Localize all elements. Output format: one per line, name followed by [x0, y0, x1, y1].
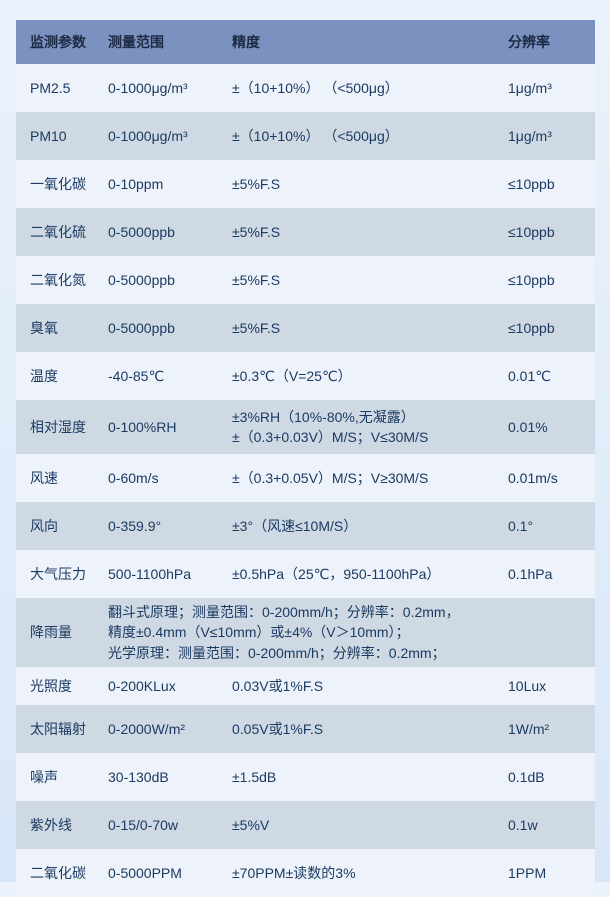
accuracy-cell: ±3%RH（10%-80%,无凝露） ±（0.3+0.03V）M/S；V≤30M…	[232, 408, 429, 445]
table-row: 二氧化氮 0-5000ppb ±5%F.S ≤10ppb	[16, 256, 595, 304]
table-body: PM2.5 0-1000μg/m³ ±（10+10%） （<500μg） 1μg/m³…	[16, 64, 595, 897]
param-cell: 光照度	[30, 677, 72, 694]
resolution-cell: 0.1w	[508, 816, 538, 833]
param-cell: 温度	[30, 367, 58, 384]
param-cell: 二氧化硫	[30, 223, 86, 240]
table-header-row: 监测参数 测量范围 精度 分辨率	[16, 20, 595, 64]
resolution-cell: ≤10ppb	[508, 271, 555, 288]
param-cell: 降雨量	[30, 624, 72, 641]
range-cell: 0-5000ppb	[108, 271, 175, 288]
param-cell: 二氧化氮	[30, 271, 86, 288]
range-cell: 0-1000μg/m³	[108, 127, 188, 144]
param-cell: PM2.5	[30, 79, 71, 96]
accuracy-cell: ±（10+10%） （<500μg）	[232, 127, 399, 144]
table-row: PM2.5 0-1000μg/m³ ±（10+10%） （<500μg） 1μg/m³	[16, 64, 595, 112]
table-row: 光照度 0-200KLux 0.03V或1%F.S 10Lux	[16, 666, 595, 705]
range-cell: -40-85℃	[108, 367, 165, 384]
table-row: 温度 -40-85℃ ±0.3℃（V=25℃） 0.01℃	[16, 352, 595, 400]
param-cell: 一氧化碳	[30, 175, 86, 192]
table-row: 风向 0-359.9° ±3°（风速≤10M/S） 0.1°	[16, 502, 595, 550]
accuracy-cell: ±5%F.S	[232, 319, 281, 336]
range-cell: 0-2000W/m²	[108, 720, 186, 737]
resolution-cell: ≤10ppb	[508, 319, 555, 336]
column-header-4: 分辨率	[508, 33, 550, 50]
range-cell: 0-1000μg/m³	[108, 79, 188, 96]
range-cell: 0-5000PPM	[108, 864, 182, 881]
column-header-3: 精度	[232, 33, 260, 50]
accuracy-cell: ±0.3℃（V=25℃）	[232, 367, 352, 384]
spec-table: 监测参数 测量范围 精度 分辨率 PM2.5 0-1000μg/m³ ±（10+10%） …	[16, 20, 595, 897]
resolution-cell: 0.01℃	[508, 367, 551, 384]
resolution-cell: 1PPM	[508, 864, 547, 881]
range-cell: 0-10ppm	[108, 175, 164, 192]
param-cell: 风向	[30, 517, 58, 534]
table-row: 噪声 30-130dB ±1.5dB 0.1dB	[16, 752, 595, 801]
param-cell: 相对湿度	[30, 418, 86, 435]
table-row: 一氧化碳 0-10ppm ±5%F.S ≤10ppb	[16, 160, 595, 208]
param-cell: 紫外线	[30, 816, 72, 833]
table-row: 二氧化硫 0-5000ppb ±5%F.S ≤10ppb	[16, 208, 595, 256]
range-cell: 30-130dB	[108, 768, 169, 785]
range-cell: 0-5000ppb	[108, 223, 175, 240]
resolution-cell: 0.1°	[508, 517, 534, 534]
table-row: 相对湿度 0-100%RH ±3%RH（10%-80%,无凝露） ±（0.3+0.0…	[16, 400, 595, 454]
resolution-cell: ≤10ppb	[508, 175, 555, 192]
accuracy-cell: ±（0.3+0.05V）M/S；V≥30M/S	[232, 469, 429, 486]
param-cell: 二氧化碳	[30, 864, 86, 881]
accuracy-cell: ±3°（风速≤10M/S）	[232, 517, 358, 534]
resolution-cell: 0.01m/s	[508, 469, 558, 486]
accuracy-cell: ±1.5dB	[232, 768, 277, 785]
accuracy-cell: ±70PPM±读数的3%	[232, 864, 356, 881]
table-row: 大气压力 500-1100hPa ±0.5hPa（25℃，950-1100hPa） 0…	[16, 550, 595, 598]
table-row: 降雨量 翻斗式原理；测量范围：0-200mm/h；分辨率：0.2mm， 精度±0.…	[16, 598, 595, 667]
table-row: 太阳辐射 0-2000W/m² 0.05V或1%F.S 1W/m²	[16, 704, 595, 753]
table-row: PM10 0-1000μg/m³ ±（10+10%） （<500μg） 1μg/m³	[16, 112, 595, 160]
resolution-cell: 0.1dB	[508, 768, 545, 785]
table-row: 臭氧 0-5000ppb ±5%F.S ≤10ppb	[16, 304, 595, 352]
range-cell: 0-100%RH	[108, 418, 177, 435]
param-cell: PM10	[30, 127, 67, 144]
accuracy-cell: ±5%F.S	[232, 271, 281, 288]
param-cell: 噪声	[30, 768, 58, 785]
accuracy-cell: ±5%F.S	[232, 223, 281, 240]
table-row: 二氧化碳 0-5000PPM ±70PPM±读数的3% 1PPM	[16, 848, 595, 897]
param-cell: 风速	[30, 469, 58, 486]
range-cell: 500-1100hPa	[108, 565, 192, 582]
param-cell: 大气压力	[30, 565, 86, 582]
accuracy-cell: ±0.5hPa（25℃，950-1100hPa）	[232, 565, 441, 582]
column-header-2: 测量范围	[108, 33, 164, 50]
resolution-cell: ≤10ppb	[508, 223, 555, 240]
range-cell: 0-60m/s	[108, 469, 159, 486]
column-header-1: 监测参数	[30, 33, 86, 50]
resolution-cell: 1W/m²	[508, 720, 550, 737]
resolution-cell: 0.01%	[508, 418, 548, 435]
resolution-cell: 10Lux	[508, 677, 547, 694]
accuracy-cell: 0.03V或1%F.S	[232, 677, 324, 694]
accuracy-cell: 0.05V或1%F.S	[232, 720, 324, 737]
range-cell: 0-200KLux	[108, 677, 176, 694]
range-cell: 0-15/0-70w	[108, 816, 179, 833]
accuracy-cell: ±（10+10%） （<500μg）	[232, 79, 399, 96]
resolution-cell: 1μg/m³	[508, 127, 552, 144]
accuracy-cell: ±5%F.S	[232, 175, 281, 192]
accuracy-cell: ±5%V	[232, 816, 270, 833]
spec-span-cell: 翻斗式原理；测量范围：0-200mm/h；分辨率：0.2mm， 精度±0.4mm…	[108, 604, 460, 661]
range-cell: 0-5000ppb	[108, 319, 175, 336]
resolution-cell: 1μg/m³	[508, 79, 552, 96]
param-cell: 臭氧	[30, 319, 58, 336]
table-row: 紫外线 0-15/0-70w ±5%V 0.1w	[16, 800, 595, 849]
resolution-cell: 0.1hPa	[508, 565, 553, 582]
table-row: 风速 0-60m/s ±（0.3+0.05V）M/S；V≥30M/S 0.01m/s	[16, 454, 595, 502]
range-cell: 0-359.9°	[108, 517, 162, 534]
param-cell: 太阳辐射	[30, 720, 86, 737]
